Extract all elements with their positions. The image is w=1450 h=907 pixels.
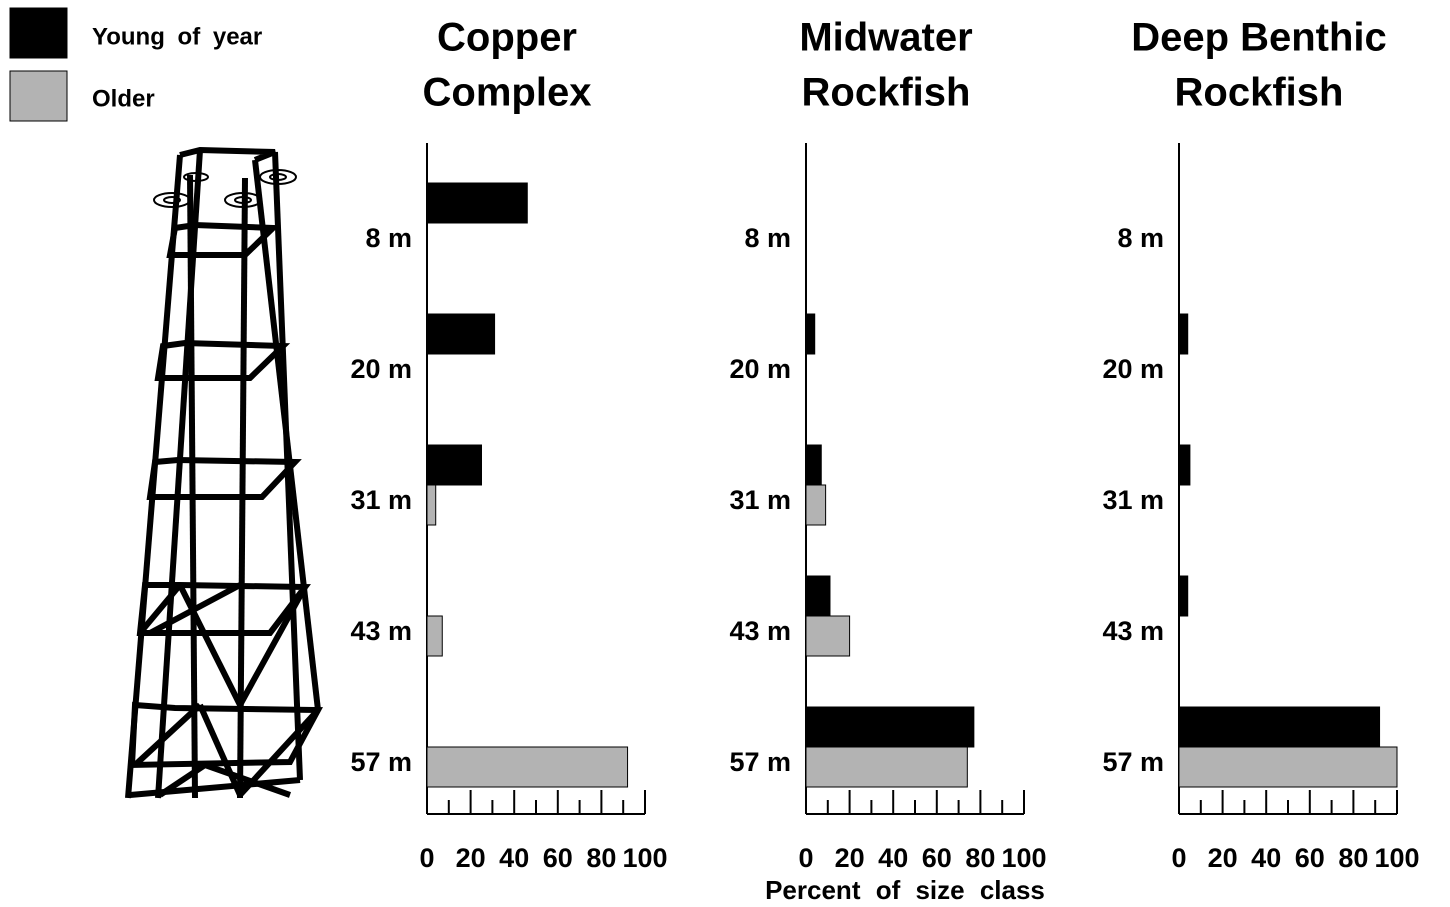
x-tick-label: 40 [1251, 843, 1281, 873]
bar [1178, 746, 1398, 788]
y-tick-label: 43 m [729, 616, 791, 646]
bar [426, 444, 482, 486]
chart-title: Copper [437, 16, 577, 60]
y-tick-label: 20 m [1102, 354, 1164, 384]
chart-title: Midwater [799, 16, 972, 60]
legend-swatch [9, 70, 68, 122]
bar [805, 444, 822, 486]
chart-title: Rockfish [802, 71, 971, 115]
x-tick-label: 100 [1001, 843, 1046, 873]
x-tick-label: 20 [456, 843, 486, 873]
bar [1178, 706, 1381, 748]
x-tick-label: 40 [878, 843, 908, 873]
x-tick-label: 40 [499, 843, 529, 873]
chart-title: Deep Benthic [1131, 16, 1387, 60]
x-tick-label: 0 [419, 843, 434, 873]
x-tick-label: 20 [1208, 843, 1238, 873]
chart-title: Complex [423, 71, 592, 115]
bar [1178, 444, 1191, 486]
x-tick-label: 0 [798, 843, 813, 873]
legend-label: Older [92, 85, 155, 112]
x-axis-label: Percent of size class [765, 875, 1045, 905]
y-tick-label: 57 m [729, 747, 791, 777]
y-tick-label: 57 m [1102, 747, 1164, 777]
y-tick-label: 31 m [350, 485, 412, 515]
bar [1178, 313, 1189, 355]
y-tick-label: 8 m [365, 223, 412, 253]
x-tick-label: 80 [1338, 843, 1368, 873]
y-tick-label: 31 m [1102, 485, 1164, 515]
y-tick-label: 31 m [729, 485, 791, 515]
y-tick-label: 57 m [350, 747, 412, 777]
x-tick-label: 60 [1295, 843, 1325, 873]
bar [805, 746, 968, 788]
x-tick-label: 60 [543, 843, 573, 873]
legend-swatch [9, 7, 68, 59]
y-tick-label: 43 m [1102, 616, 1164, 646]
y-tick-label: 20 m [350, 354, 412, 384]
bar [805, 484, 827, 526]
bar [1178, 575, 1189, 617]
x-tick-label: 60 [922, 843, 952, 873]
y-tick-label: 8 m [744, 223, 791, 253]
y-tick-label: 20 m [729, 354, 791, 384]
legend-label: Young of year [92, 23, 262, 50]
y-tick-label: 8 m [1117, 223, 1164, 253]
x-tick-label: 20 [835, 843, 865, 873]
bar [426, 615, 443, 657]
bar [426, 182, 528, 224]
bar [805, 706, 975, 748]
bar [426, 484, 437, 526]
x-tick-label: 100 [1374, 843, 1419, 873]
platform-illustration [125, 146, 323, 799]
y-tick-label: 43 m [350, 616, 412, 646]
x-tick-label: 80 [586, 843, 616, 873]
chart-title: Rockfish [1175, 71, 1344, 115]
bar [426, 746, 629, 788]
x-tick-label: 80 [965, 843, 995, 873]
bar [805, 615, 851, 657]
x-tick-label: 100 [622, 843, 667, 873]
bar [426, 313, 496, 355]
bar [805, 575, 831, 617]
bar [805, 313, 816, 355]
x-tick-label: 0 [1171, 843, 1186, 873]
